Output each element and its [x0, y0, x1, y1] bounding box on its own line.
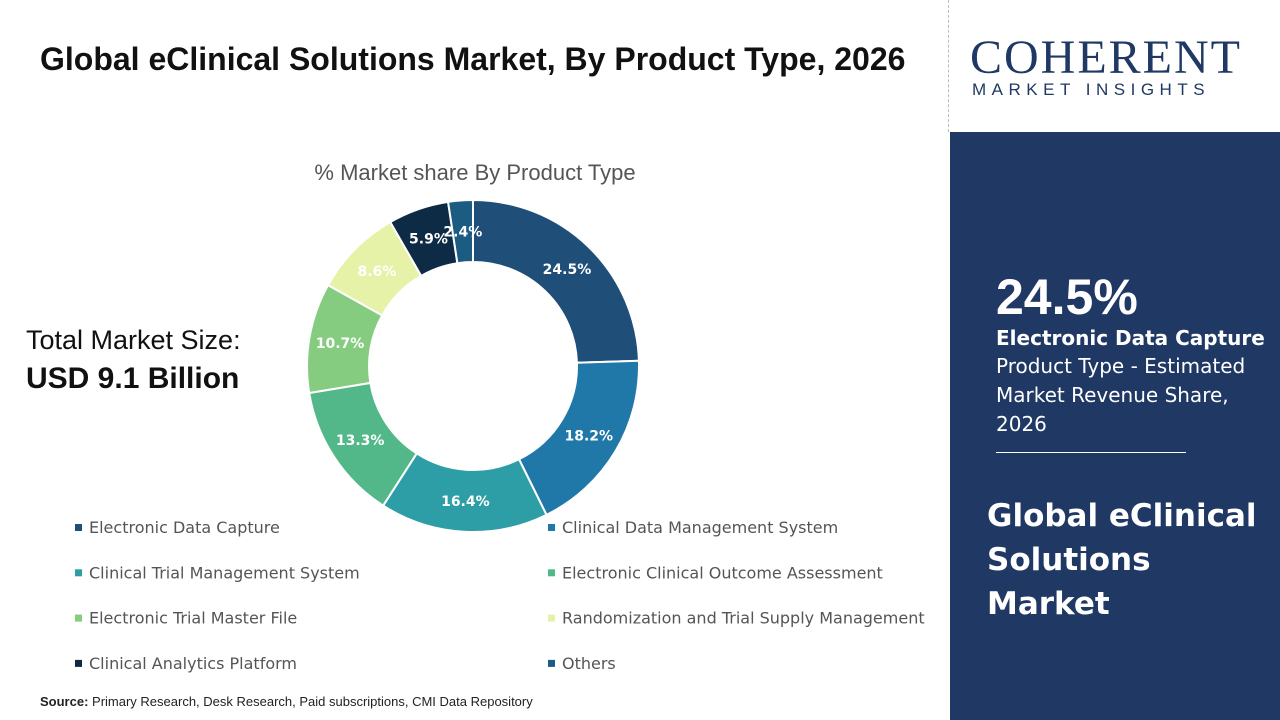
legend-marker	[548, 569, 555, 577]
legend-label: Electronic Trial Master File	[89, 609, 297, 628]
data-label: 18.2%	[564, 428, 613, 444]
legend-marker	[75, 659, 82, 667]
data-label: 8.6%	[358, 264, 397, 280]
legend-marker	[75, 524, 82, 531]
logo-tagline: MARKET INSIGHTS	[972, 80, 1211, 99]
data-label: 2.4%	[443, 224, 482, 240]
total-value: USD 9.1 Billion	[26, 362, 240, 395]
legend-marker	[75, 569, 82, 577]
logo-name: COHERENT	[970, 31, 1242, 84]
data-label: 10.7%	[316, 336, 365, 352]
donut-segment	[446, 198, 474, 265]
source-label: Source:	[40, 694, 89, 709]
donut-segment	[472, 198, 640, 364]
data-label: 13.3%	[336, 433, 385, 449]
page-title: Global eClinical Solutions Market, By Pr…	[40, 41, 906, 77]
legend-marker	[548, 614, 555, 622]
data-label: 16.4%	[441, 494, 490, 510]
market-name: Global eClinical Solutions Market	[987, 498, 1257, 622]
legend-label: Electronic Data Capture	[89, 518, 280, 537]
data-label: 5.9%	[409, 232, 448, 248]
legend-label: Electronic Clinical Outcome Assessment	[562, 563, 883, 582]
data-label: 24.5%	[543, 262, 592, 278]
highlight-category: Electronic Data Capture	[996, 326, 1265, 350]
divider	[948, 0, 949, 132]
highlight-description: Product Type - Estimated Market Revenue …	[996, 354, 1246, 436]
legend-label: Clinical Trial Management System	[89, 563, 360, 582]
source: Source: Primary Research, Desk Research,…	[40, 694, 533, 709]
side-panel	[950, 132, 1280, 720]
legend-marker	[75, 614, 82, 622]
legend-marker	[548, 659, 555, 667]
legend-label: Others	[562, 654, 616, 673]
total-label: Total Market Size:	[26, 325, 241, 355]
legend-label: Clinical Data Management System	[562, 518, 838, 537]
chart: 24.5% 18.2% 16.4% 13.3% 10.7% 8.6% 5.9%2.4% Ele…	[75, 198, 925, 673]
legend-label: Randomization and Trial Supply Managemen…	[562, 609, 925, 628]
legend-label: Clinical Analytics Platform	[89, 654, 297, 673]
legend-marker	[548, 524, 555, 531]
chart-title: % Market share By Product Type	[314, 160, 636, 185]
rule	[996, 452, 1186, 453]
highlight-value: 24.5%	[996, 269, 1138, 325]
source-text: Primary Research, Desk Research, Paid su…	[92, 694, 533, 709]
